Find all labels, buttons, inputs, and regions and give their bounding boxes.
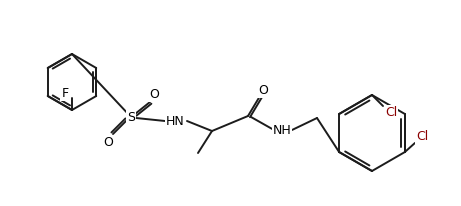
Text: O: O <box>258 83 268 96</box>
Text: S: S <box>127 110 135 124</box>
Text: HN: HN <box>165 115 184 128</box>
Text: O: O <box>149 88 159 101</box>
Text: F: F <box>61 87 69 99</box>
Text: O: O <box>103 136 113 149</box>
Text: Cl: Cl <box>385 105 397 118</box>
Text: NH: NH <box>272 124 291 137</box>
Text: Cl: Cl <box>416 130 428 144</box>
